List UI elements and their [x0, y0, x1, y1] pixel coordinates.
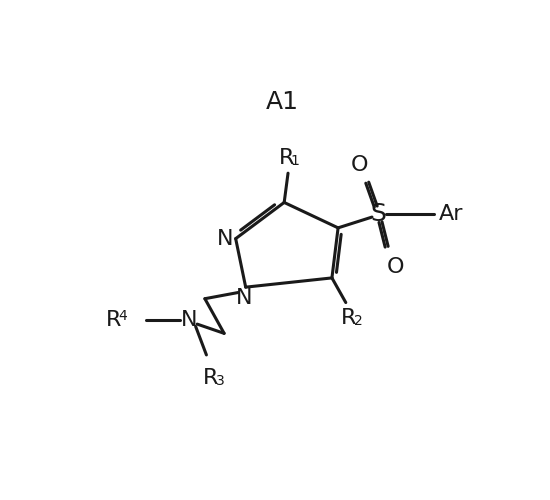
Text: R: R: [106, 310, 121, 330]
Text: R: R: [204, 368, 219, 388]
Text: O: O: [386, 257, 404, 277]
Text: 3: 3: [216, 374, 224, 388]
Text: N: N: [182, 310, 198, 330]
Text: 2: 2: [354, 314, 362, 328]
Text: Ar: Ar: [439, 204, 464, 224]
Text: 4: 4: [118, 308, 127, 322]
Text: A1: A1: [265, 90, 298, 114]
Text: 1: 1: [290, 154, 299, 168]
Text: N: N: [217, 228, 233, 248]
Text: R: R: [279, 148, 294, 168]
Text: N: N: [236, 288, 252, 308]
Text: R: R: [341, 308, 356, 328]
Text: O: O: [351, 154, 369, 174]
Text: S: S: [370, 202, 386, 226]
